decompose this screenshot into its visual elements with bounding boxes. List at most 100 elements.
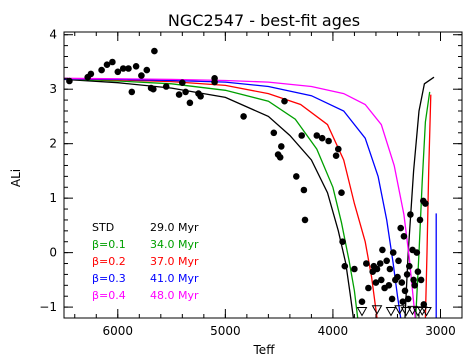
star-point xyxy=(332,152,340,159)
star-point xyxy=(125,65,132,72)
star-point xyxy=(151,47,158,55)
star-point xyxy=(414,268,422,276)
star-point xyxy=(404,295,412,303)
y-tick-label: 1 xyxy=(49,191,57,205)
star-point xyxy=(358,298,366,306)
upper-limit-marker xyxy=(356,307,368,317)
star-point xyxy=(413,249,421,256)
star-point xyxy=(138,72,145,79)
star-point xyxy=(109,58,116,66)
plot-frame xyxy=(63,31,463,319)
star-point xyxy=(179,79,186,86)
star-point xyxy=(394,273,401,281)
star-point xyxy=(143,66,151,74)
y-axis-title: ALi xyxy=(9,169,23,187)
legend-age: 37.0 Myr xyxy=(150,255,199,268)
star-point xyxy=(373,265,381,273)
star-point xyxy=(376,260,384,267)
star-point xyxy=(401,287,409,295)
model-curve-2 xyxy=(64,78,378,318)
star-point xyxy=(341,262,349,270)
star-point xyxy=(270,129,278,137)
star-point xyxy=(410,276,417,284)
star-point xyxy=(403,271,411,278)
upper-limit-marker xyxy=(421,307,432,317)
star-point xyxy=(351,265,358,273)
star-point xyxy=(87,70,95,78)
star-point xyxy=(301,216,309,224)
legend-label: STD xyxy=(92,221,114,234)
model-curve-4 xyxy=(64,77,416,318)
star-point xyxy=(385,282,393,289)
legend-label: β=0.1 xyxy=(92,238,126,251)
model-curve-3 xyxy=(64,78,402,318)
y-tick-label: 2 xyxy=(49,137,57,151)
x-tick-label: 4000 xyxy=(318,324,349,338)
star-point xyxy=(98,66,105,74)
star-point xyxy=(281,97,288,105)
star-point xyxy=(119,65,127,72)
star-point xyxy=(411,282,419,289)
star-point xyxy=(386,265,394,273)
star-point xyxy=(407,211,414,218)
star-point xyxy=(132,63,140,70)
star-point xyxy=(240,113,247,120)
model-curve-hook-2 xyxy=(424,94,432,318)
star-point xyxy=(420,301,428,308)
star-point xyxy=(389,249,397,256)
star-point xyxy=(114,68,122,76)
upper-limit-marker xyxy=(400,307,412,317)
legend-age: 34.0 Myr xyxy=(150,238,199,251)
star-point xyxy=(378,276,385,284)
star-point xyxy=(298,132,306,139)
star-point xyxy=(293,173,300,180)
star-point xyxy=(383,257,391,265)
star-point xyxy=(398,279,406,286)
star-point xyxy=(103,61,111,68)
y-tick-label: 3 xyxy=(49,82,57,96)
legend-label: β=0.2 xyxy=(92,255,126,268)
star-point xyxy=(186,99,194,107)
star-point xyxy=(300,186,308,194)
x-tick-label: 6000 xyxy=(103,324,134,338)
star-point xyxy=(325,137,332,145)
star-points xyxy=(66,47,432,317)
y-tick-label: 0 xyxy=(49,246,57,260)
star-point xyxy=(363,260,370,267)
star-point xyxy=(182,88,189,96)
star-point xyxy=(395,257,402,265)
star-point xyxy=(388,295,396,303)
star-point xyxy=(128,88,136,96)
legend-label: β=0.3 xyxy=(92,272,126,285)
star-point xyxy=(175,91,183,98)
star-point xyxy=(197,93,204,100)
legend-label: β=0.4 xyxy=(92,289,126,302)
upper-limit-marker xyxy=(394,305,405,315)
star-point xyxy=(397,224,405,232)
star-point xyxy=(66,77,73,85)
upper-limit-marker xyxy=(371,305,383,315)
star-point xyxy=(150,85,157,93)
chart-title: NGC2547 - best-fit ages xyxy=(168,11,360,30)
star-point xyxy=(399,298,407,306)
star-point xyxy=(416,216,424,224)
legend: STD 29.0 Myr β=0.1 34.0 Myr β=0.2 37.0 Myr β=0… xyxy=(92,221,199,302)
star-point xyxy=(211,75,218,82)
y-tick-label: 4 xyxy=(49,28,57,42)
legend-age: 41.0 Myr xyxy=(150,272,199,285)
star-point xyxy=(417,276,425,284)
model-curves xyxy=(64,76,437,318)
legend-age: 29.0 Myr xyxy=(150,221,199,234)
star-point xyxy=(313,132,321,139)
upper-limit-marker xyxy=(385,307,397,317)
star-point xyxy=(400,233,408,240)
star-point xyxy=(365,284,372,292)
star-point xyxy=(339,238,346,245)
x-tick-label: 3000 xyxy=(425,324,456,338)
star-point xyxy=(278,143,285,150)
star-point xyxy=(338,189,345,196)
y-tick-label: −1 xyxy=(39,300,57,314)
x-axis-title: Teff xyxy=(253,343,276,357)
star-point xyxy=(335,145,342,153)
star-point xyxy=(406,262,413,270)
